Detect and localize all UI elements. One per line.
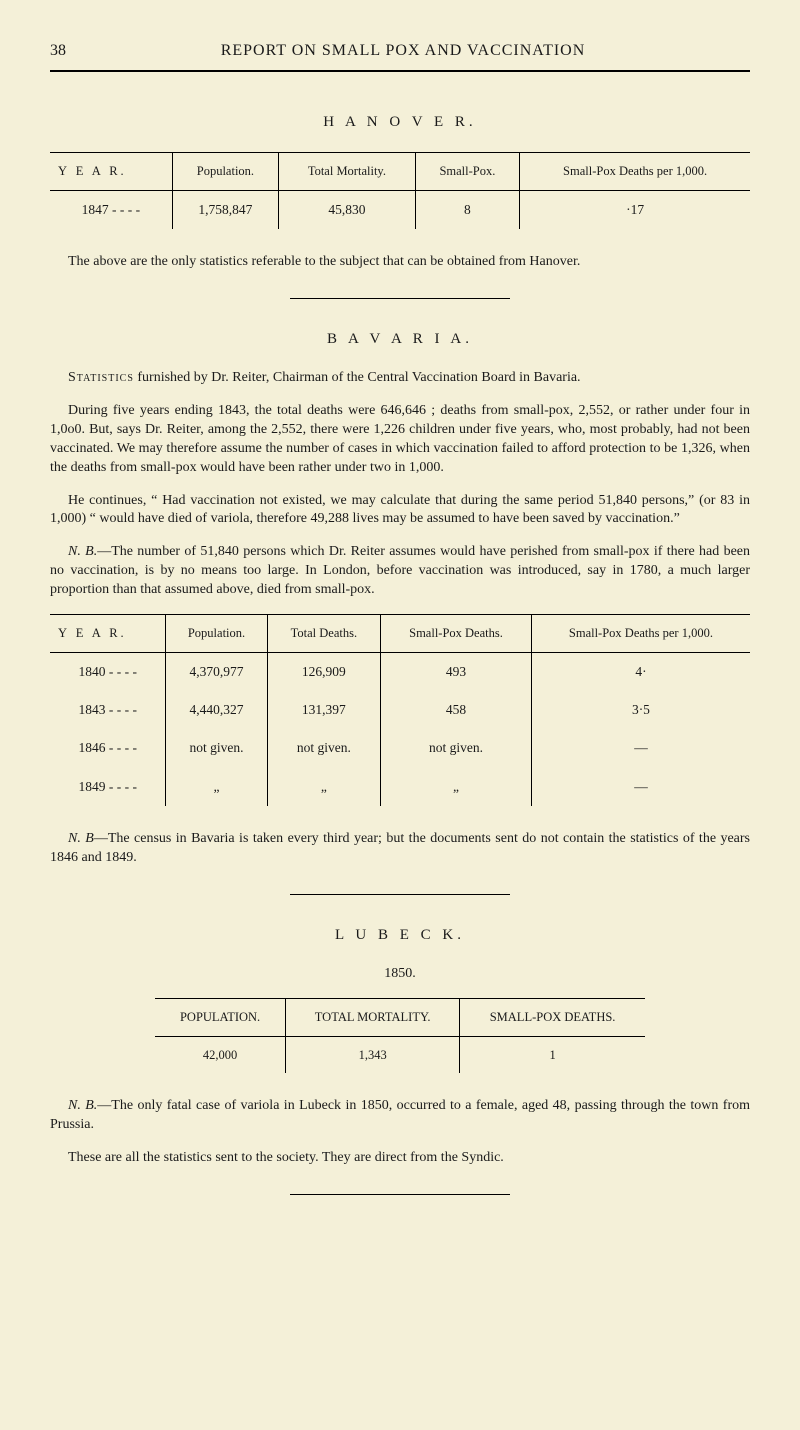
table-row: 1847 - - - - 1,758,847 45,830 8 ·17	[50, 190, 750, 229]
cell-total-deaths: „	[267, 768, 381, 806]
section-divider	[290, 894, 510, 895]
col-year: Y E A R.	[50, 152, 172, 190]
cell-population: 42,000	[155, 1036, 286, 1073]
section-divider	[290, 1194, 510, 1195]
cell-total-mortality: 45,830	[279, 190, 415, 229]
cell-sp-deaths: not given.	[381, 729, 532, 767]
cell-population: 1,758,847	[172, 190, 279, 229]
cell-year: 1843 - - - -	[50, 691, 166, 729]
section-divider	[290, 298, 510, 299]
col-total-deaths: Total Deaths.	[267, 614, 381, 652]
cell-sp-per-1000: —	[531, 729, 750, 767]
table-row: 42,000 1,343 1	[155, 1036, 645, 1073]
cell-sp-per-1000: ·17	[520, 190, 750, 229]
col-population: Population.	[166, 614, 267, 652]
cell-population: „	[166, 768, 267, 806]
cell-population: not given.	[166, 729, 267, 767]
col-sp-deaths: Small-Pox Deaths.	[381, 614, 532, 652]
bavaria-heading: B A V A R I A.	[50, 329, 750, 349]
cell-small-pox: 8	[415, 190, 520, 229]
col-small-pox: Small-Pox.	[415, 152, 520, 190]
cell-total-deaths: 131,397	[267, 691, 381, 729]
cell-year: 1849 - - - -	[50, 768, 166, 806]
cell-total-deaths: not given.	[267, 729, 381, 767]
hanover-heading: H A N O V E R.	[50, 112, 750, 132]
cell-population: 4,370,977	[166, 652, 267, 691]
col-population: Population.	[172, 152, 279, 190]
hanover-table: Y E A R. Population. Total Mortality. Sm…	[50, 152, 750, 229]
cell-sp-deaths: „	[381, 768, 532, 806]
bavaria-footnote: N. B—The census in Bavaria is taken ever…	[50, 830, 750, 868]
cell-total-mortality: 1,343	[286, 1036, 460, 1073]
cell-population: 4,440,327	[166, 691, 267, 729]
table-header-row: Y E A R. Population. Total Deaths. Small…	[50, 614, 750, 652]
table-header-row: POPULATION. TOTAL MORTALITY. SMALL-POX D…	[155, 998, 645, 1036]
cell-sp-per-1000: 4·	[531, 652, 750, 691]
col-sp-deaths: SMALL-POX DEATHS.	[460, 998, 645, 1036]
bavaria-nb-label: N. B.	[68, 544, 97, 559]
col-sp-per-1000: Small-Pox Deaths per 1,000.	[531, 614, 750, 652]
bavaria-footnote-body: —The census in Bavaria is taken every th…	[50, 831, 750, 865]
col-total-mortality: TOTAL MORTALITY.	[286, 998, 460, 1036]
bavaria-para-2: During five years ending 1843, the total…	[50, 402, 750, 478]
cell-sp-deaths: 458	[381, 691, 532, 729]
cell-sp-per-1000: 3·5	[531, 691, 750, 729]
lubeck-year: 1850.	[50, 965, 750, 984]
page-title: REPORT ON SMALL POX AND VACCINATION	[96, 40, 710, 62]
cell-year: 1846 - - - -	[50, 729, 166, 767]
table-header-row: Y E A R. Population. Total Mortality. Sm…	[50, 152, 750, 190]
col-sp-per-1000: Small-Pox Deaths per 1,000.	[520, 152, 750, 190]
col-total-mortality: Total Mortality.	[279, 152, 415, 190]
bavaria-table: Y E A R. Population. Total Deaths. Small…	[50, 614, 750, 806]
col-year: Y E A R.	[50, 614, 166, 652]
cell-sp-per-1000: —	[531, 768, 750, 806]
bavaria-para-1: Statistics furnished by Dr. Reiter, Chai…	[50, 369, 750, 388]
cell-sp-deaths: 493	[381, 652, 532, 691]
table-row: 1840 - - - - 4,370,977 126,909 493 4·	[50, 652, 750, 691]
cell-year: 1847 - - - -	[50, 190, 172, 229]
cell-sp-deaths: 1	[460, 1036, 645, 1073]
cell-total-deaths: 126,909	[267, 652, 381, 691]
bavaria-para-4-body: —The number of 51,840 persons which Dr. …	[50, 544, 750, 597]
table-row: 1849 - - - - „ „ „ —	[50, 768, 750, 806]
bavaria-footnote-lead: N. B	[68, 831, 94, 846]
bavaria-para-1-lead: Statistics	[68, 370, 134, 385]
table-row: 1846 - - - - not given. not given. not g…	[50, 729, 750, 767]
lubeck-note: N. B.—The only fatal case of variola in …	[50, 1097, 750, 1135]
bavaria-para-4: N. B.—The number of 51,840 persons which…	[50, 543, 750, 600]
col-population: POPULATION.	[155, 998, 286, 1036]
lubeck-heading: L U B E C K.	[50, 925, 750, 945]
lubeck-closing: These are all the statistics sent to the…	[50, 1149, 750, 1168]
lubeck-table: POPULATION. TOTAL MORTALITY. SMALL-POX D…	[155, 998, 645, 1074]
table-row: 1843 - - - - 4,440,327 131,397 458 3·5	[50, 691, 750, 729]
lubeck-nb-label: N. B.	[68, 1098, 97, 1113]
bavaria-para-1-body: furnished by Dr. Reiter, Chairman of the…	[134, 370, 581, 385]
page-header: 38 REPORT ON SMALL POX AND VACCINATION	[50, 40, 750, 72]
hanover-note: The above are the only statistics refera…	[50, 253, 750, 272]
bavaria-para-3: He continues, “ Had vaccination not exis…	[50, 492, 750, 530]
cell-year: 1840 - - - -	[50, 652, 166, 691]
page-number: 38	[50, 40, 66, 62]
lubeck-note-body: —The only fatal case of variola in Lubec…	[50, 1098, 750, 1132]
